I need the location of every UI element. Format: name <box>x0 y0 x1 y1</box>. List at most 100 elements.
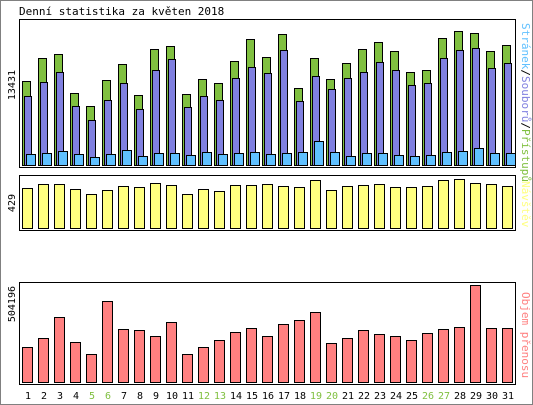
visits-bar <box>374 184 385 229</box>
pages-bar <box>346 156 356 166</box>
pages-bar <box>186 155 196 166</box>
pages-bar <box>394 155 404 166</box>
visits-bar <box>358 185 369 229</box>
day-label: 20 <box>326 391 338 402</box>
files-bar <box>376 62 384 166</box>
kbytes-bar <box>310 312 321 383</box>
pages-bar <box>106 154 116 166</box>
visits-bar <box>118 186 129 229</box>
pages-bar <box>122 150 132 166</box>
day-label: 16 <box>262 391 274 402</box>
pages-bar <box>154 153 164 166</box>
day-label: 12 <box>198 391 210 402</box>
kbytes-bar <box>70 342 81 383</box>
files-bar <box>456 50 464 166</box>
day-label: 26 <box>422 391 434 402</box>
visits-bar <box>438 180 449 229</box>
legend-separator: / <box>519 122 532 129</box>
day-label: 29 <box>470 391 482 402</box>
visits-bars <box>22 179 513 229</box>
day-label: 10 <box>166 391 178 402</box>
visits-bar <box>326 190 337 229</box>
kbytes-bar <box>182 354 193 383</box>
kbytes-bar <box>38 338 49 383</box>
visits-bar <box>54 184 65 229</box>
day-label: 14 <box>230 391 242 402</box>
files-bar <box>392 70 400 166</box>
visits-bar <box>246 185 257 229</box>
pages-bar <box>330 152 340 166</box>
visits-bar <box>70 189 81 229</box>
pages-bar <box>58 151 68 166</box>
kbytes-bar <box>150 336 161 383</box>
day-label: 15 <box>246 391 258 402</box>
pages-bar <box>170 153 180 166</box>
kbytes-bar <box>342 338 353 383</box>
hits-bars <box>22 31 516 166</box>
pages-bar <box>234 153 244 166</box>
pages-bar <box>26 154 36 166</box>
files-bar <box>472 48 480 166</box>
chart-title: Denní statistika za květen 2018 <box>19 5 224 18</box>
day-label: 2 <box>41 391 47 402</box>
pages-bar <box>442 152 452 166</box>
kbytes-bar <box>406 340 417 383</box>
pages-bar <box>362 153 372 166</box>
day-label: 22 <box>358 391 370 402</box>
day-label: 27 <box>438 391 450 402</box>
visits-bar <box>310 180 321 229</box>
hits-y-max-label: 13431 <box>7 70 18 100</box>
day-label: 1 <box>25 391 31 402</box>
visits-side-legend: Návštěv <box>519 181 532 228</box>
day-label: 6 <box>105 391 111 402</box>
files-bar <box>344 78 352 166</box>
kbytes-bar <box>214 340 225 383</box>
pages-bar <box>378 153 388 166</box>
files-bar <box>248 67 256 166</box>
files-bar <box>360 72 368 166</box>
day-label: 23 <box>374 391 386 402</box>
kbytes-bar <box>294 320 305 383</box>
day-label: 30 <box>486 391 498 402</box>
visits-panel-frame <box>19 175 516 231</box>
visits-bar <box>502 186 513 229</box>
visits-bar <box>294 187 305 229</box>
files-bar <box>152 70 160 166</box>
visits-bar <box>182 194 193 229</box>
kbytes-bar <box>486 328 497 383</box>
kbytes-bar <box>502 328 513 383</box>
kbytes-bar <box>262 336 273 383</box>
day-label: 25 <box>406 391 418 402</box>
files-bar <box>168 59 176 166</box>
kbytes-side-legend: Objem přenosu <box>519 292 532 378</box>
visits-bar <box>214 191 225 229</box>
pages-bar <box>202 152 212 166</box>
visits-y-max-label: 429 <box>7 194 18 212</box>
visits-bar <box>134 187 145 229</box>
pages-bar <box>474 148 484 166</box>
day-label: 31 <box>502 391 514 402</box>
visits-bar <box>150 183 161 229</box>
pages-bar <box>218 154 228 166</box>
hits-panel-frame <box>19 19 516 168</box>
files-bar <box>440 58 448 166</box>
kbytes-bar <box>358 330 369 383</box>
kbytes-bar <box>470 285 481 383</box>
kbytes-bar <box>278 324 289 383</box>
day-label: 4 <box>73 391 79 402</box>
kbytes-bar <box>166 322 177 383</box>
kbytes-bar <box>390 336 401 383</box>
day-label: 28 <box>454 391 466 402</box>
legend-hits-label: Přístupů <box>519 129 532 182</box>
pages-bar <box>298 152 308 166</box>
files-bar <box>424 83 432 166</box>
kbytes-bars <box>22 285 513 383</box>
kbytes-bar <box>134 330 145 383</box>
visits-bar <box>470 183 481 229</box>
pages-bar <box>458 151 468 166</box>
day-label: 3 <box>57 391 63 402</box>
files-bar <box>488 68 496 166</box>
visits-bar <box>198 189 209 229</box>
day-label: 17 <box>278 391 290 402</box>
